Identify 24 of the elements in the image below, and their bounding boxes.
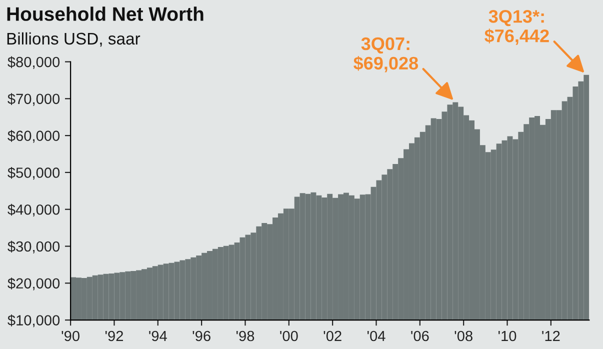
x-tick-label: '92 bbox=[105, 330, 123, 342]
y-tick-label: $20,000 bbox=[8, 278, 60, 290]
x-tick-label: '02 bbox=[324, 330, 342, 342]
x-tick-label: '98 bbox=[236, 330, 254, 342]
x-tick-label: '12 bbox=[542, 330, 560, 342]
y-tick-label: $60,000 bbox=[8, 130, 60, 143]
y-tick-label: $70,000 bbox=[8, 93, 60, 106]
chart-subtitle: Billions USD, saar bbox=[7, 32, 140, 47]
x-tick-label: '00 bbox=[280, 330, 298, 342]
y-tick-label: $50,000 bbox=[8, 166, 60, 180]
x-tick-label: '06 bbox=[411, 330, 429, 342]
x-tick-label: '08 bbox=[454, 330, 472, 342]
x-tick-label: '94 bbox=[149, 330, 167, 342]
y-tick-label: $40,000 bbox=[8, 204, 60, 216]
annotation: 3Q13*: $76,442 bbox=[484, 10, 549, 45]
y-tick-label: $10,000 bbox=[8, 314, 60, 328]
x-tick-label: '04 bbox=[367, 330, 386, 342]
x-tick-label: '90 bbox=[62, 330, 80, 342]
chart-title: Household Net Worth bbox=[7, 6, 204, 21]
y-tick-label: $80,000 bbox=[8, 56, 60, 69]
annotation: 3Q07: $69,028 bbox=[354, 37, 418, 72]
x-tick-label: '10 bbox=[498, 330, 516, 342]
y-tick-label: $30,000 bbox=[8, 240, 60, 254]
x-tick-label: '96 bbox=[192, 330, 210, 342]
